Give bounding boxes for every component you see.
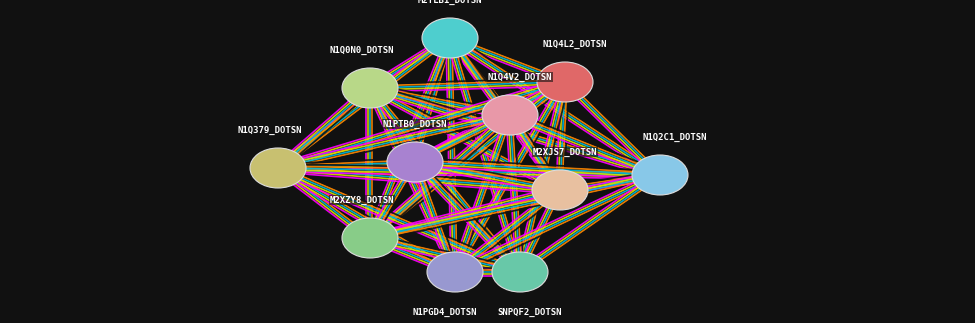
Text: N1PTB0_DOTSN: N1PTB0_DOTSN: [383, 120, 448, 129]
Ellipse shape: [537, 62, 593, 102]
Text: N1Q0N0_DOTSN: N1Q0N0_DOTSN: [330, 46, 394, 55]
Text: M2XJS7_DOTSN: M2XJS7_DOTSN: [532, 147, 598, 157]
Ellipse shape: [482, 95, 538, 135]
Ellipse shape: [532, 170, 588, 210]
Ellipse shape: [342, 218, 398, 258]
Text: N1Q4V2_DOTSN: N1Q4V2_DOTSN: [488, 72, 552, 81]
Ellipse shape: [342, 68, 398, 108]
Text: SNPQF2_DOTSN: SNPQF2_DOTSN: [498, 307, 563, 317]
Text: N1PGD4_DOTSN: N1PGD4_DOTSN: [412, 307, 477, 317]
Ellipse shape: [422, 18, 478, 58]
Text: N1Q2C1_DOTSN: N1Q2C1_DOTSN: [643, 132, 707, 141]
Ellipse shape: [387, 142, 443, 182]
Ellipse shape: [427, 252, 483, 292]
Text: M2XZY8_DOTSN: M2XZY8_DOTSN: [330, 195, 394, 204]
Text: N1Q4L2_DOTSN: N1Q4L2_DOTSN: [543, 39, 607, 48]
Text: N1Q379_DOTSN: N1Q379_DOTSN: [238, 125, 302, 135]
Text: M2YLB1_DOTSN: M2YLB1_DOTSN: [417, 0, 483, 5]
Ellipse shape: [632, 155, 688, 195]
Ellipse shape: [250, 148, 306, 188]
Ellipse shape: [492, 252, 548, 292]
